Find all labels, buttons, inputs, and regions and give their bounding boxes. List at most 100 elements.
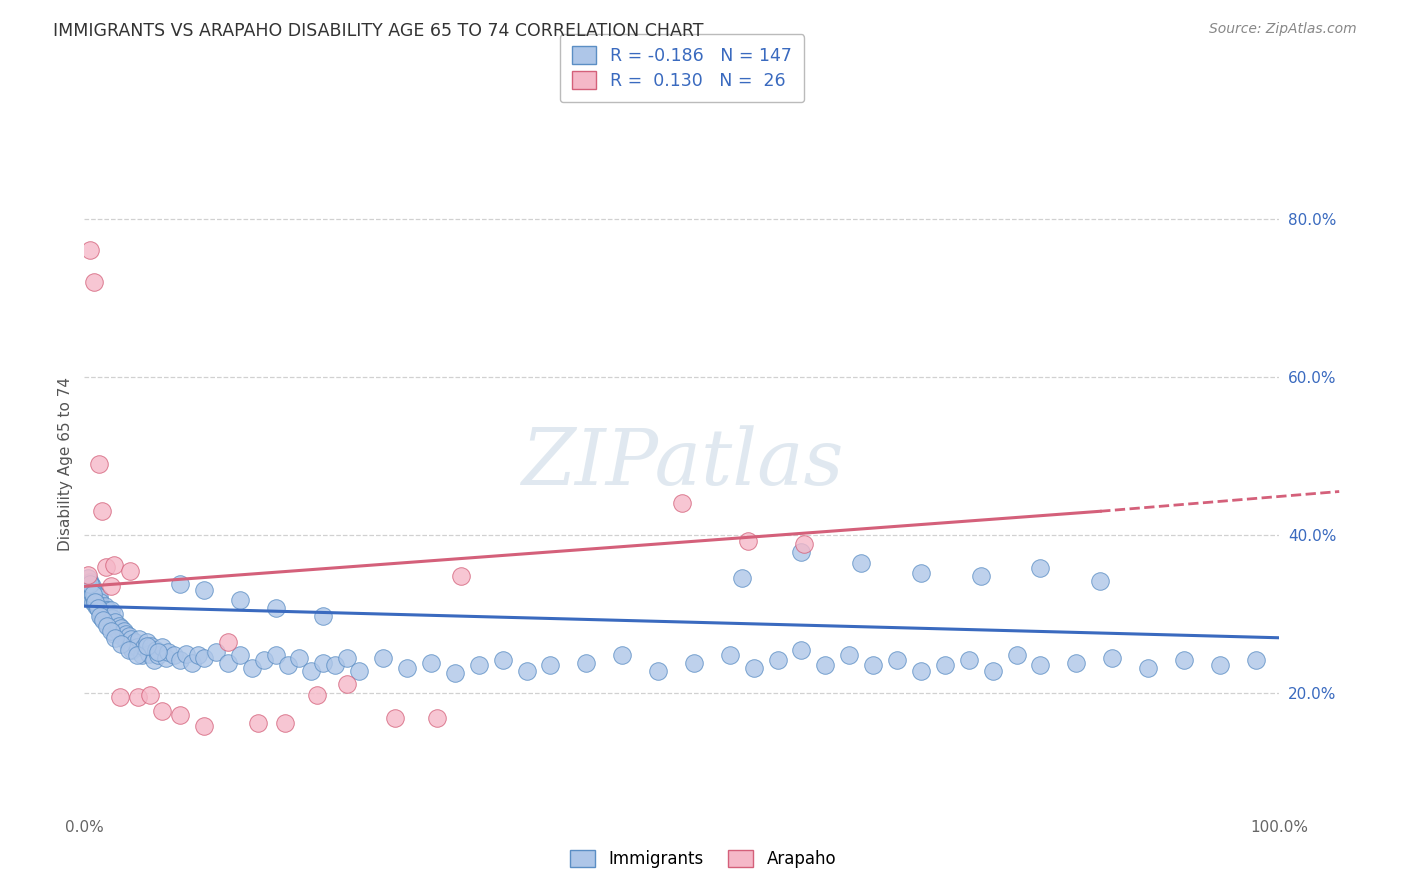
Point (86, 591, 108, 606)
Point (217, 634, 239, 648)
Point (110, 621, 132, 635)
Point (288, 650, 311, 665)
Point (91, 611, 114, 625)
Point (117, 642, 139, 657)
Point (683, 656, 706, 670)
Point (90, 599, 112, 614)
Point (139, 688, 162, 702)
Point (575, 656, 598, 670)
Point (886, 653, 908, 667)
Point (77, 579, 100, 593)
Point (307, 688, 329, 702)
Point (246, 716, 269, 731)
Point (1005, 648, 1028, 662)
Text: IMMIGRANTS VS ARAPAHO DISABILITY AGE 65 TO 74 CORRELATION CHART: IMMIGRANTS VS ARAPAHO DISABILITY AGE 65 … (53, 22, 704, 40)
Point (349, 664, 371, 678)
Text: Source: ZipAtlas.com: Source: ZipAtlas.com (1209, 22, 1357, 37)
Point (141, 639, 163, 653)
Point (1137, 661, 1160, 675)
Point (110, 627, 132, 641)
Point (91, 600, 114, 615)
Point (742, 661, 765, 675)
Point (94, 603, 117, 617)
Point (138, 647, 160, 661)
Point (193, 719, 215, 733)
Point (132, 640, 156, 655)
Point (121, 642, 143, 657)
Point (84, 595, 107, 609)
Point (384, 711, 406, 725)
Point (80, 579, 103, 593)
Point (93, 614, 115, 628)
Point (217, 656, 239, 670)
Point (450, 569, 472, 583)
Point (1209, 658, 1232, 673)
Point (79, 577, 101, 591)
Point (125, 640, 148, 655)
Point (934, 658, 956, 673)
Text: ZIPatlas: ZIPatlas (520, 425, 844, 502)
Point (193, 583, 215, 598)
Point (193, 650, 215, 665)
Point (957, 653, 980, 667)
Point (301, 664, 323, 678)
Point (87, 598, 110, 612)
Point (79, 591, 101, 606)
Point (89, 603, 111, 617)
Point (157, 645, 180, 659)
Point (150, 640, 173, 655)
Point (118, 564, 141, 578)
Point (612, 648, 634, 662)
Point (264, 600, 287, 615)
Point (142, 653, 165, 667)
Point (373, 650, 395, 665)
Point (83, 275, 105, 289)
Point (312, 656, 335, 670)
Point (93, 611, 115, 625)
Point (93, 603, 115, 617)
Point (77, 583, 100, 598)
Point (104, 615, 127, 629)
Point (731, 572, 754, 586)
Point (169, 577, 191, 591)
Point (118, 639, 141, 653)
Point (103, 558, 125, 572)
Point (163, 648, 186, 662)
Point (120, 632, 142, 647)
Point (86, 600, 108, 615)
Point (131, 648, 153, 662)
Point (336, 676, 359, 690)
Point (82, 587, 104, 601)
Legend: R = -0.186   N = 147, R =  0.130   N =  26: R = -0.186 N = 147, R = 0.130 N = 26 (560, 34, 804, 102)
Point (253, 653, 276, 667)
Point (86, 599, 108, 614)
Point (96, 619, 118, 633)
Legend: Immigrants, Arapaho: Immigrants, Arapaho (562, 843, 844, 875)
Point (135, 639, 157, 653)
Point (277, 658, 299, 673)
Point (169, 708, 191, 723)
Point (107, 624, 129, 639)
Point (104, 631, 127, 645)
Point (150, 704, 173, 718)
Point (135, 634, 157, 648)
Point (94, 608, 117, 623)
Point (718, 648, 741, 662)
Point (84, 587, 107, 601)
Point (86, 592, 108, 607)
Point (671, 496, 693, 510)
Point (647, 664, 669, 678)
Point (169, 653, 191, 667)
Point (910, 566, 932, 580)
Point (468, 658, 491, 673)
Point (148, 645, 170, 659)
Point (981, 664, 1004, 678)
Point (89, 608, 111, 623)
Point (77, 567, 100, 582)
Point (100, 603, 122, 617)
Point (145, 642, 167, 657)
Point (117, 634, 139, 648)
Point (84, 595, 107, 609)
Point (100, 579, 122, 593)
Point (128, 632, 150, 647)
